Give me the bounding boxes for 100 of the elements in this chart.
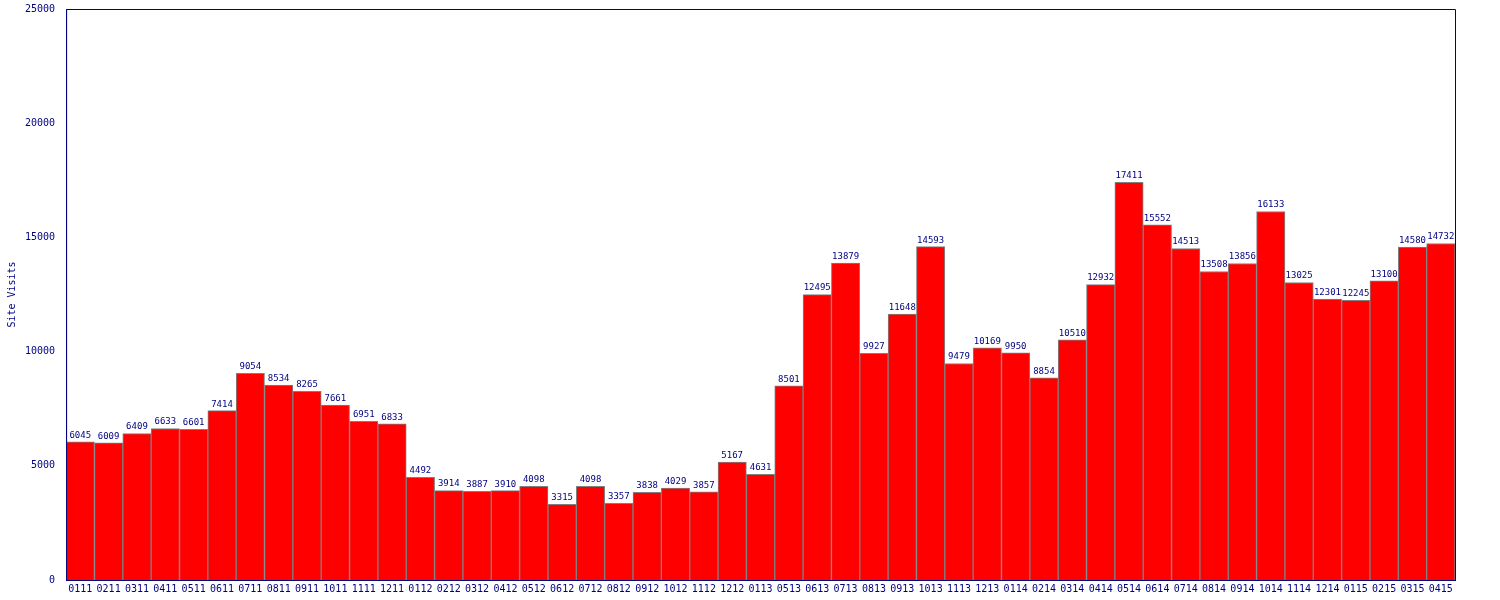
- x-tick-label: 1013: [918, 582, 943, 594]
- data-label: 4492: [409, 465, 432, 476]
- data-label: 14580: [1398, 234, 1427, 245]
- x-tick-label: 0912: [635, 582, 660, 594]
- data-label: 10510: [1058, 327, 1086, 338]
- data-label: 17411: [1115, 170, 1143, 181]
- data-label: 9479: [948, 351, 970, 362]
- data-label: 6045: [69, 429, 92, 440]
- x-tick-label: 0914: [1230, 582, 1255, 594]
- x-tick-label: 1014: [1258, 582, 1283, 594]
- x-tick-label: 0514: [1116, 582, 1142, 594]
- x-tick-label: 0312: [465, 582, 490, 594]
- x-tick-label: 0411: [153, 582, 178, 594]
- x-tick-label: 0214: [1031, 582, 1057, 594]
- data-label: 4098: [579, 474, 602, 485]
- data-label: 9054: [239, 361, 262, 372]
- data-label: 11648: [888, 301, 916, 312]
- data-label: 12932: [1087, 272, 1115, 283]
- data-label: 4098: [522, 474, 545, 485]
- x-tick-label: 0414: [1088, 582, 1113, 594]
- data-label: 8265: [296, 379, 318, 390]
- x-tick-label: 0913: [890, 582, 915, 594]
- x-tick-label: 0811: [266, 582, 291, 594]
- data-label: 12245: [1342, 288, 1370, 299]
- data-label: 4631: [749, 462, 772, 473]
- data-label: 3887: [466, 479, 488, 490]
- x-tick-label: 1212: [720, 582, 745, 594]
- data-label: 13025: [1285, 270, 1313, 281]
- x-tick-label: 0814: [1202, 582, 1227, 594]
- y-tick-label: 0: [49, 573, 56, 585]
- data-label: 8854: [1033, 365, 1055, 376]
- y-axis-title: Site Visits: [5, 261, 17, 328]
- data-label: 6009: [97, 430, 120, 441]
- data-label: 6409: [126, 421, 148, 432]
- x-tick-label: 0311: [124, 582, 150, 594]
- data-label: 3857: [693, 479, 715, 490]
- x-tick-label: 0711: [238, 582, 263, 594]
- data-label: 8534: [267, 372, 290, 383]
- data-label: 8501: [778, 373, 800, 384]
- x-tick-label: 1111: [351, 582, 376, 594]
- x-tick-label: 0215: [1372, 582, 1397, 594]
- x-tick-label: 0115: [1343, 582, 1368, 594]
- data-label: 9950: [1004, 340, 1027, 351]
- data-label: 3357: [607, 491, 630, 502]
- data-label: 7414: [211, 398, 233, 409]
- data-label: 6951: [352, 409, 375, 420]
- x-tick-label: 0511: [181, 582, 206, 594]
- x-tick-label: 0212: [436, 582, 461, 594]
- x-tick-label: 0111: [68, 582, 93, 594]
- x-tick-label: 0713: [833, 582, 858, 594]
- data-label: 13856: [1228, 251, 1256, 262]
- x-tick-label: 0513: [776, 582, 801, 594]
- x-tick-label: 1211: [380, 582, 405, 594]
- x-tick-label: 0612: [550, 582, 575, 594]
- x-tick-label: 1012: [663, 582, 688, 594]
- y-tick-label: 5000: [31, 459, 56, 471]
- y-tick-label: 10000: [24, 345, 56, 357]
- data-label: 14732: [1427, 231, 1455, 242]
- data-label: 3914: [437, 478, 460, 489]
- x-tick-label: 0613: [805, 582, 830, 594]
- data-label: 4029: [664, 475, 687, 486]
- x-tick-label: 0315: [1400, 582, 1425, 594]
- x-tick-label: 0911: [294, 582, 320, 594]
- data-label: 5167: [721, 449, 744, 460]
- x-tick-label: 0113: [748, 582, 773, 594]
- x-tick-label: 1113: [946, 582, 972, 594]
- data-label: 16133: [1257, 199, 1285, 210]
- data-label: 6833: [381, 411, 403, 422]
- data-label: 6601: [182, 417, 205, 428]
- x-tick-label: 1213: [975, 582, 1000, 594]
- x-tick-label: 0512: [521, 582, 546, 594]
- x-tick-label: 0415: [1428, 582, 1453, 594]
- data-label: 13100: [1370, 268, 1398, 279]
- x-tick-label: 0614: [1145, 582, 1170, 594]
- data-label: 9927: [863, 341, 885, 352]
- data-label: 13879: [832, 250, 860, 261]
- x-tick-label: 0812: [606, 582, 631, 594]
- data-label: 7661: [324, 392, 347, 403]
- data-label: 10169: [973, 335, 1001, 346]
- x-tick-label: 0712: [578, 582, 603, 594]
- data-label: 13508: [1200, 259, 1228, 270]
- data-label: 15552: [1143, 212, 1171, 223]
- x-tick-label: 1112: [691, 582, 716, 594]
- y-tick-label: 25000: [24, 2, 56, 14]
- x-tick-label: 0114: [1003, 582, 1028, 594]
- data-label: 6633: [154, 416, 177, 427]
- x-tick-label: 1011: [323, 582, 348, 594]
- data-label: 14513: [1172, 236, 1200, 247]
- x-tick-label: 0211: [96, 582, 121, 594]
- x-tick-label: 0714: [1173, 582, 1198, 594]
- data-label: 12301: [1313, 286, 1341, 297]
- data-label: 3910: [494, 478, 517, 489]
- data-label: 14593: [917, 234, 945, 245]
- x-tick-label: 0112: [408, 582, 433, 594]
- x-tick-label: 1114: [1287, 582, 1312, 594]
- y-tick-label: 15000: [24, 230, 56, 242]
- x-tick-label: 0314: [1060, 582, 1085, 594]
- data-label: 3315: [551, 492, 573, 503]
- x-tick-label: 1214: [1315, 582, 1340, 594]
- y-tick-label: 20000: [24, 116, 56, 128]
